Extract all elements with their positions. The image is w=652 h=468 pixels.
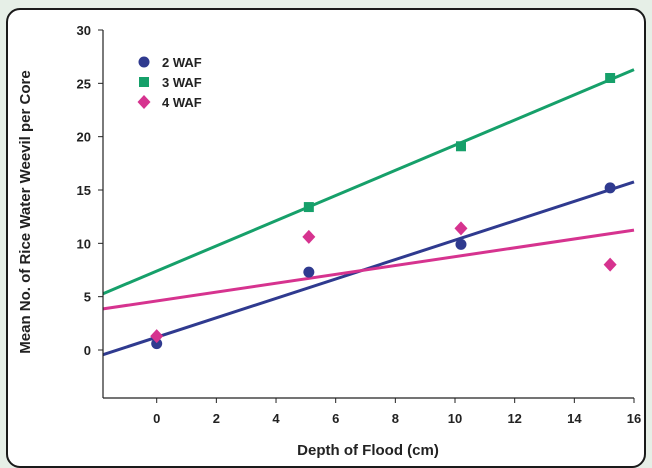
legend-label: 3 WAF xyxy=(162,75,202,90)
legend-label: 2 WAF xyxy=(162,55,202,70)
x-ticks: 0 2 4 6 8 10 12 14 16 xyxy=(153,398,641,426)
x-axis-label: Depth of Flood (cm) xyxy=(297,442,439,459)
trend-line xyxy=(102,228,635,311)
data-point xyxy=(151,338,163,350)
legend-label: 4 WAF xyxy=(162,95,202,110)
trend-lines xyxy=(102,68,635,357)
data-point xyxy=(303,202,314,213)
data-point xyxy=(454,221,468,236)
chart-frame xyxy=(6,8,646,468)
data-point xyxy=(303,266,315,278)
x-tick-label: 4 xyxy=(272,411,280,426)
x-tick-label: 12 xyxy=(507,411,521,426)
trend-line xyxy=(102,68,635,296)
legend-marker xyxy=(138,56,150,68)
y-axis-label: Mean No. of Rice Water Weevil per Core xyxy=(17,70,34,353)
legend-marker xyxy=(139,77,149,87)
legend: 2 WAF 3 WAF 4 WAF xyxy=(137,55,202,110)
x-tick-label: 6 xyxy=(332,411,339,426)
x-tick-label: 10 xyxy=(448,411,462,426)
y-tick-label: 20 xyxy=(77,130,91,145)
x-tick-label: 2 xyxy=(213,411,220,426)
y-tick-label: 25 xyxy=(77,76,91,91)
data-point xyxy=(455,141,466,152)
data-point xyxy=(302,229,316,244)
y-tick-label: 15 xyxy=(77,183,91,198)
axes xyxy=(102,30,634,399)
x-tick-label: 8 xyxy=(392,411,399,426)
data-point xyxy=(603,257,617,272)
x-tick-label: 14 xyxy=(567,411,582,426)
y-tick-label: 10 xyxy=(77,236,91,251)
data-point xyxy=(604,182,616,194)
data-point xyxy=(455,238,467,250)
y-tick-label: 0 xyxy=(84,343,91,358)
data-point xyxy=(605,73,616,83)
legend-marker xyxy=(137,95,151,109)
data-points xyxy=(150,73,617,350)
data-point xyxy=(150,329,164,344)
y-tick-label: 30 xyxy=(77,23,91,38)
x-tick-label: 0 xyxy=(153,411,160,426)
y-ticks: 0 5 10 15 20 25 30 xyxy=(77,23,103,358)
x-tick-label: 16 xyxy=(627,411,641,426)
y-tick-label: 5 xyxy=(84,290,91,305)
